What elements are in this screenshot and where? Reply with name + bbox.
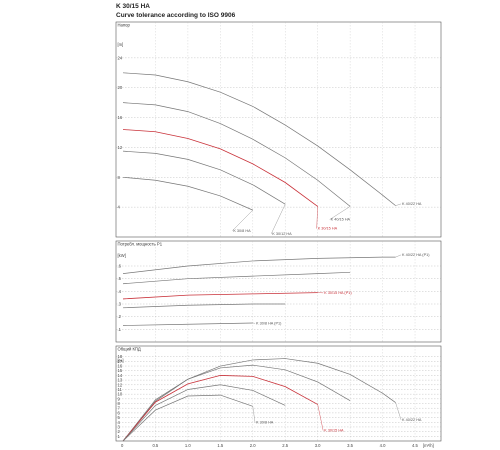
x-tick-label: 0 [121, 443, 124, 448]
x-axis-unit: [m³/h] [423, 443, 434, 448]
head-frame [115, 21, 442, 238]
y-tick-label: 18 [118, 354, 123, 359]
series-line [122, 72, 396, 206]
power-panel: .1 .2 .3 .4 .5 .6 Потребл. мощность P1 [kW] K 40… [115, 240, 442, 343]
series-label: K 30/8 HA [256, 421, 274, 425]
y-tick-label: 7 [118, 406, 121, 411]
series-leader-line [395, 402, 402, 420]
series-line [122, 256, 396, 274]
efficiency-frame [115, 345, 442, 442]
y-tick-label: 12 [118, 382, 123, 387]
y-tick-label: 16 [118, 364, 123, 369]
y-tick-label: 20 [118, 85, 123, 90]
series-line [122, 292, 318, 300]
series-leader-line [317, 404, 324, 431]
series-line [122, 364, 351, 442]
x-tick-label: 4.5 [412, 443, 418, 448]
chart-subtitle: Curve tolerance according to ISO 9906 [116, 12, 236, 19]
series-label: K 40/22 HA [402, 202, 422, 206]
y-tick-label: .3 [118, 302, 122, 307]
series-label: K 40/15 HA [331, 218, 351, 222]
head-panel: 4 8 12 16 20 24 Напор [m] K 40/22 HA K 40/15 HA K … [115, 21, 442, 238]
x-tick-label: 1.5 [217, 443, 223, 448]
y-tick-label: .6 [118, 264, 122, 269]
x-tick-label: 3.5 [347, 443, 353, 448]
series-line [122, 129, 318, 207]
series-line [122, 176, 253, 211]
y-tick-label: 8 [118, 175, 121, 180]
series-label: K 30/12 HA [272, 232, 292, 236]
y-tick-label: 4 [118, 420, 121, 425]
head-panel-title: Напор [118, 23, 131, 28]
y-tick-label: 2 [118, 429, 121, 434]
x-tick-label: 2.5 [282, 443, 288, 448]
series-leader-line [232, 209, 253, 231]
y-tick-label: 24 [118, 55, 123, 60]
y-tick-label: 13 [118, 378, 123, 383]
efficiency-panel-title: Общий КПД [118, 347, 141, 352]
series-line [122, 394, 253, 442]
y-tick-label: 12 [118, 145, 123, 150]
series-line [122, 322, 253, 326]
series-label: K 30/15 HA [318, 227, 338, 231]
series-line [122, 271, 351, 285]
series-leader-line [316, 206, 318, 229]
series-line [122, 375, 318, 442]
series-label: K 30/8 HA (P1) [256, 321, 282, 325]
y-tick-label: 3 [118, 424, 121, 429]
power-panel-title: Потребл. мощность P1 [118, 242, 163, 247]
x-tick-label: 4.0 [380, 443, 386, 448]
series-line [122, 384, 286, 442]
series-line [122, 150, 286, 205]
y-tick-label: 11 [118, 387, 123, 392]
y-tick-label: 10 [118, 392, 123, 397]
series-leader-line [271, 204, 286, 234]
series-line [122, 358, 396, 442]
series-line [122, 303, 286, 309]
y-tick-label: .4 [118, 289, 122, 294]
x-tick-label: 2.0 [250, 443, 256, 448]
series-leader-line [252, 406, 256, 423]
series-label: K 40/22 HA (P1) [402, 253, 430, 257]
series-label: K 30/15 HA (P1) [324, 291, 352, 295]
y-tick-label: 9 [118, 396, 121, 401]
y-tick-label: 14 [118, 373, 123, 378]
x-tick-label: 3.0 [315, 443, 321, 448]
x-tick-label: 1.0 [185, 443, 191, 448]
power-y-unit: [kW] [118, 253, 126, 258]
series-leader-line [395, 254, 402, 258]
y-tick-label: .2 [118, 314, 122, 319]
y-tick-label: 17 [118, 359, 123, 364]
y-tick-label: 1 [118, 434, 121, 439]
series-label: K 30/15 HA [324, 429, 344, 433]
series-label: K 30/8 HA [233, 229, 251, 233]
y-tick-label: 6 [118, 410, 121, 415]
y-tick-label: 5 [118, 415, 121, 420]
series-label: K 40/22 HA [402, 418, 422, 422]
x-tick-label: 0.5 [152, 443, 158, 448]
y-tick-label: .5 [118, 276, 122, 281]
y-tick-label: 4 [118, 205, 121, 210]
y-tick-label: .1 [118, 327, 122, 332]
series-line [122, 102, 351, 207]
power-frame [115, 240, 442, 343]
y-tick-label: 15 [118, 368, 123, 373]
head-y-unit: [m] [118, 42, 124, 47]
series-leader-line [395, 203, 402, 206]
efficiency-y-unit: [%] [118, 358, 124, 363]
series-leader-line [329, 206, 351, 220]
y-tick-label: 16 [118, 115, 123, 120]
chart-title: K 30/15 HA [116, 3, 150, 10]
y-tick-label: 8 [118, 401, 121, 406]
